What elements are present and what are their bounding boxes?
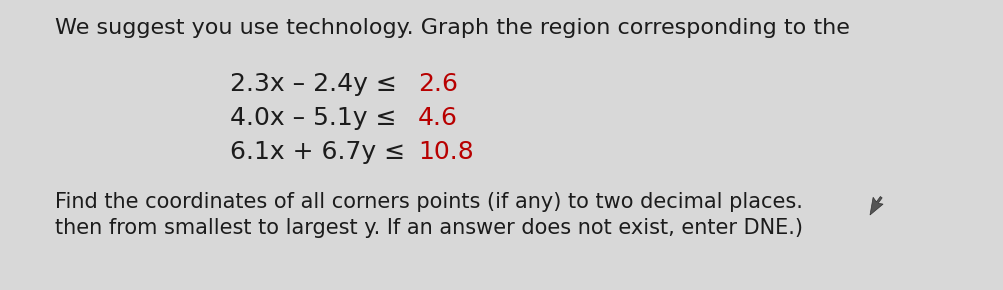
Text: 4.0x – 5.1y ≤: 4.0x – 5.1y ≤ [230, 106, 396, 130]
Text: We suggest you use technology. Graph the region corresponding to the: We suggest you use technology. Graph the… [55, 18, 849, 38]
Text: Find the coordinates of all corners points (if any) to two decimal places.: Find the coordinates of all corners poin… [55, 192, 802, 212]
Text: 4.6: 4.6 [417, 106, 457, 130]
Text: 6.1x + 6.7y ≤: 6.1x + 6.7y ≤ [230, 140, 405, 164]
Text: 2.3x – 2.4y ≤: 2.3x – 2.4y ≤ [230, 72, 396, 96]
Polygon shape [870, 197, 883, 215]
Text: 10.8: 10.8 [417, 140, 473, 164]
Text: 2.6: 2.6 [417, 72, 457, 96]
Text: then from smallest to largest y. If an answer does not exist, enter DNE.): then from smallest to largest y. If an a… [55, 218, 802, 238]
